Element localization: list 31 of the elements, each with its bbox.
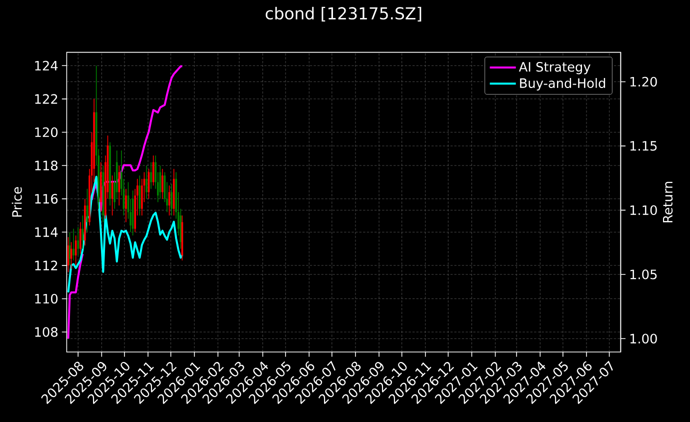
y-tick-label: 124 [35, 60, 58, 70]
y-tick-label: 112 [35, 260, 58, 270]
y-tick-label: 114 [35, 227, 58, 237]
candlestick [138, 175, 141, 216]
candlestick [82, 215, 84, 250]
y-tick-label: 116 [35, 194, 58, 204]
candlestick [79, 222, 82, 254]
candlestick [118, 165, 120, 206]
y-tick-label: 120 [35, 127, 58, 138]
y2-tick-label: 1.00 [630, 334, 657, 344]
y2-tick-label: 1.10 [630, 205, 657, 216]
candlestick [146, 165, 148, 200]
y-tick-label: 122 [35, 94, 58, 104]
y2-tick-label: 1.20 [630, 76, 657, 87]
y2-tick-label: 1.05 [630, 270, 657, 280]
candlestick [162, 168, 164, 200]
chart-title: cbond [123175.SZ] [266, 6, 422, 22]
line-series [67, 176, 184, 294]
candlestick [77, 226, 80, 256]
y-tick-label: 110 [35, 294, 58, 304]
y-tick-label: 108 [35, 327, 58, 337]
y2-tick-label: 1.15 [630, 141, 657, 151]
y-tick-label: 118 [35, 160, 58, 170]
legend-label: Buy-and-Hold [520, 78, 606, 91]
legend-label: AI Strategy [518, 62, 590, 74]
candlestick [125, 188, 127, 223]
candlestick [72, 228, 74, 261]
y-axis-title: Price [12, 187, 22, 217]
candlestick [170, 183, 172, 216]
y2-axis-title: Return [663, 182, 673, 222]
candlestick [150, 162, 152, 190]
